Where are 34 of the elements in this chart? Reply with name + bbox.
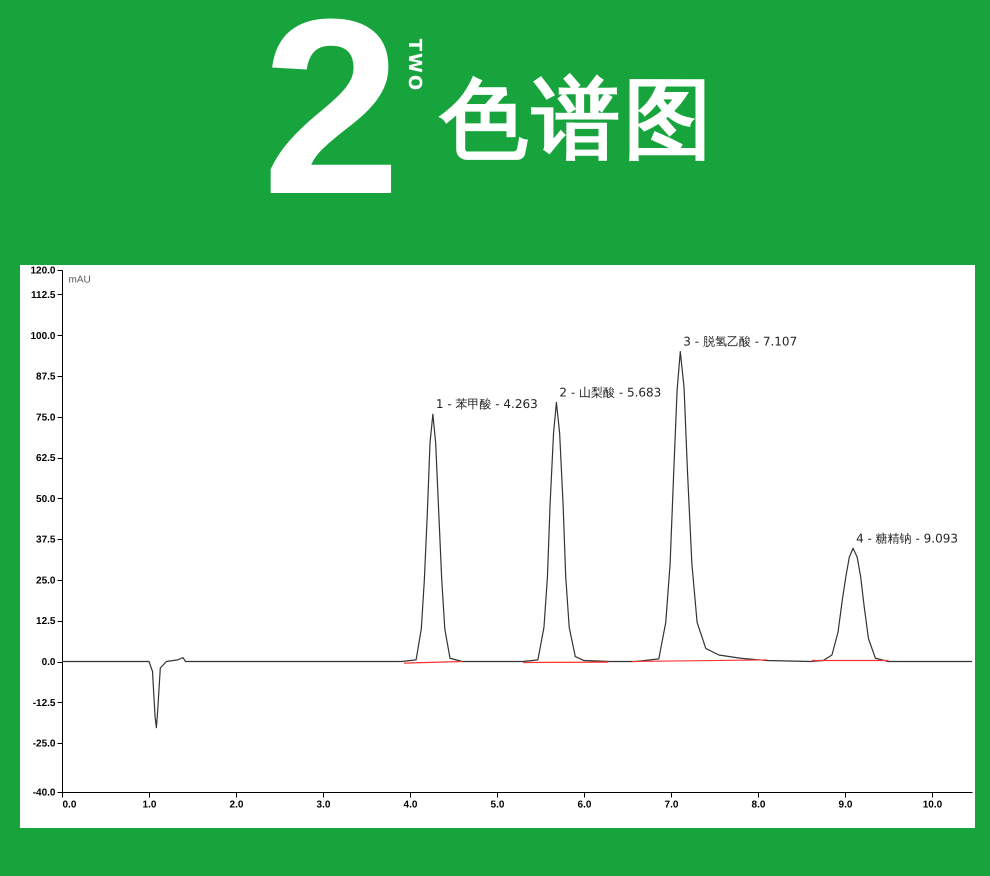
y-tick-label: -25.0 [32,738,56,750]
y-tick-label: 87.5 [36,372,56,383]
y-tick-label: 100.0 [30,330,56,342]
x-tick-label: 4.0 [404,800,418,810]
y-tick-label: -40.0 [32,788,56,798]
annotation: 3 - 脱氢乙酸 - 7.107 [683,334,798,349]
y-tick-label: 12.5 [36,616,56,628]
x-tick-label: 5.0 [490,800,505,810]
x-tick-label: 3.0 [316,800,331,810]
x-tick-label: 6.0 [578,800,592,810]
annotation: 2 - 山梨酸 - 5.683 [559,385,662,400]
chart-title: 色谱图 [440,66,716,172]
x-tick-label: 2.0 [230,800,244,810]
y-tick-label: 50.0 [36,494,56,505]
x-tick-label: 0.0 [62,800,77,810]
y-axis-title: mAU [68,274,91,286]
x-tick-label: 1.0 [142,800,157,810]
x-tick-label: 7.0 [664,800,679,810]
text: 2 [262,0,402,246]
line-series [62,350,972,728]
annotation: 1 - 苯甲酸 - 4.263 [436,397,538,412]
x-tick-label: 10.0 [922,800,943,810]
y-tick-label: 75.0 [36,412,56,424]
x-tick-label: 9.0 [838,800,853,810]
text: TWO [404,38,426,92]
y-tick-label: 112.5 [31,290,56,301]
y-tick-label: 0.0 [42,657,56,668]
annotation: 4 - 糖精钠 - 9.093 [856,531,958,546]
y-tick-label: 25.0 [36,575,56,586]
y-tick-label: -12.5 [32,698,56,709]
y-tick-label: 62.5 [36,453,56,464]
x-tick-label: 8.0 [752,800,766,810]
y-tick-label: 37.5 [36,534,56,546]
y-tick-label: 120.0 [30,266,56,276]
